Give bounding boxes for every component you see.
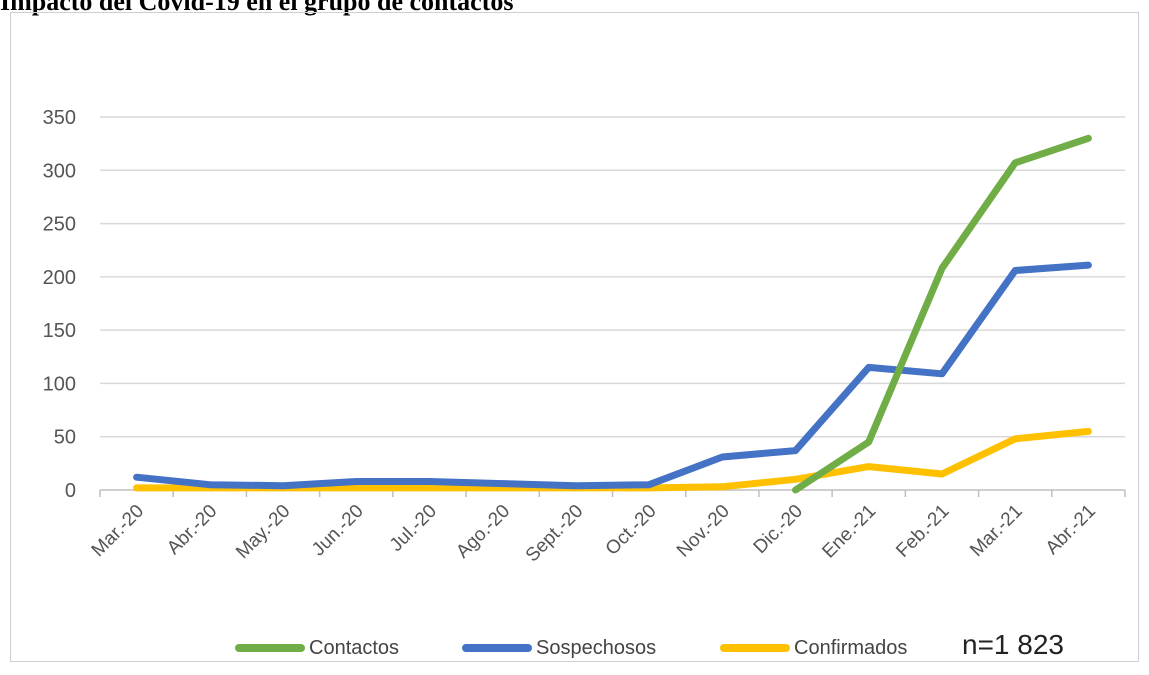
legend: Contactos Sospechosos Confirmados <box>0 628 1149 668</box>
legend-label: Contactos <box>309 636 400 659</box>
x-tick-label: Abr.-21 <box>1042 501 1100 559</box>
legend-item-confirmados: Confirmados <box>720 628 907 668</box>
y-tick-label: 250 <box>43 214 76 236</box>
x-tick-label: Oct.-20 <box>602 501 661 560</box>
series-line-confirmados <box>133 427 1092 492</box>
x-axis: Mar.-20 Abr.-20 May.-20 Jun.-20 Jul.-20 Ago.-… <box>88 489 1126 567</box>
x-tick-label: Dic.-20 <box>750 501 807 558</box>
legend-swatch <box>235 644 305 652</box>
x-tick-label: Sept.-20 <box>522 501 588 567</box>
y-tick-label: 200 <box>43 267 76 289</box>
y-tick-label: 0 <box>65 480 76 502</box>
x-tick-label: Nov.-20 <box>673 501 734 562</box>
x-tick-label: Mar.-20 <box>88 501 148 561</box>
legend-label: Sospechosos <box>536 636 657 659</box>
legend-swatch <box>462 644 532 652</box>
y-tick-label: 100 <box>43 373 76 395</box>
x-tick-label: Ene.-21 <box>818 501 880 563</box>
x-tick-label: Abr.-20 <box>163 501 221 559</box>
gridlines <box>100 116 1125 438</box>
series-line-sospechosos <box>133 261 1092 490</box>
sample-size-note: n=1 823 <box>962 629 1064 660</box>
legend-swatch <box>720 644 790 652</box>
y-tick-label: 350 <box>43 107 76 129</box>
x-tick-label: Ago.-20 <box>452 501 514 563</box>
y-tick-label: 300 <box>43 160 76 182</box>
legend-item-contactos: Contactos <box>235 628 399 668</box>
series-line-contactos <box>792 134 1092 494</box>
x-tick-label: Jun.-20 <box>308 501 368 561</box>
legend-label: Confirmados <box>794 636 908 659</box>
x-tick-label: Jul.-20 <box>386 501 441 556</box>
series-lines <box>133 134 1092 494</box>
y-tick-label: 50 <box>54 427 76 449</box>
x-tick-label: May.-20 <box>232 501 294 563</box>
x-tick-label: Mar.-21 <box>966 501 1026 561</box>
chart-frame <box>10 12 1139 662</box>
legend-item-sospechosos: Sospechosos <box>462 628 656 668</box>
y-axis-ticks: 0 50 100 150 200 250 300 350 <box>43 107 76 502</box>
x-tick-label: Feb.-21 <box>892 501 953 562</box>
y-tick-label: 150 <box>43 320 76 342</box>
